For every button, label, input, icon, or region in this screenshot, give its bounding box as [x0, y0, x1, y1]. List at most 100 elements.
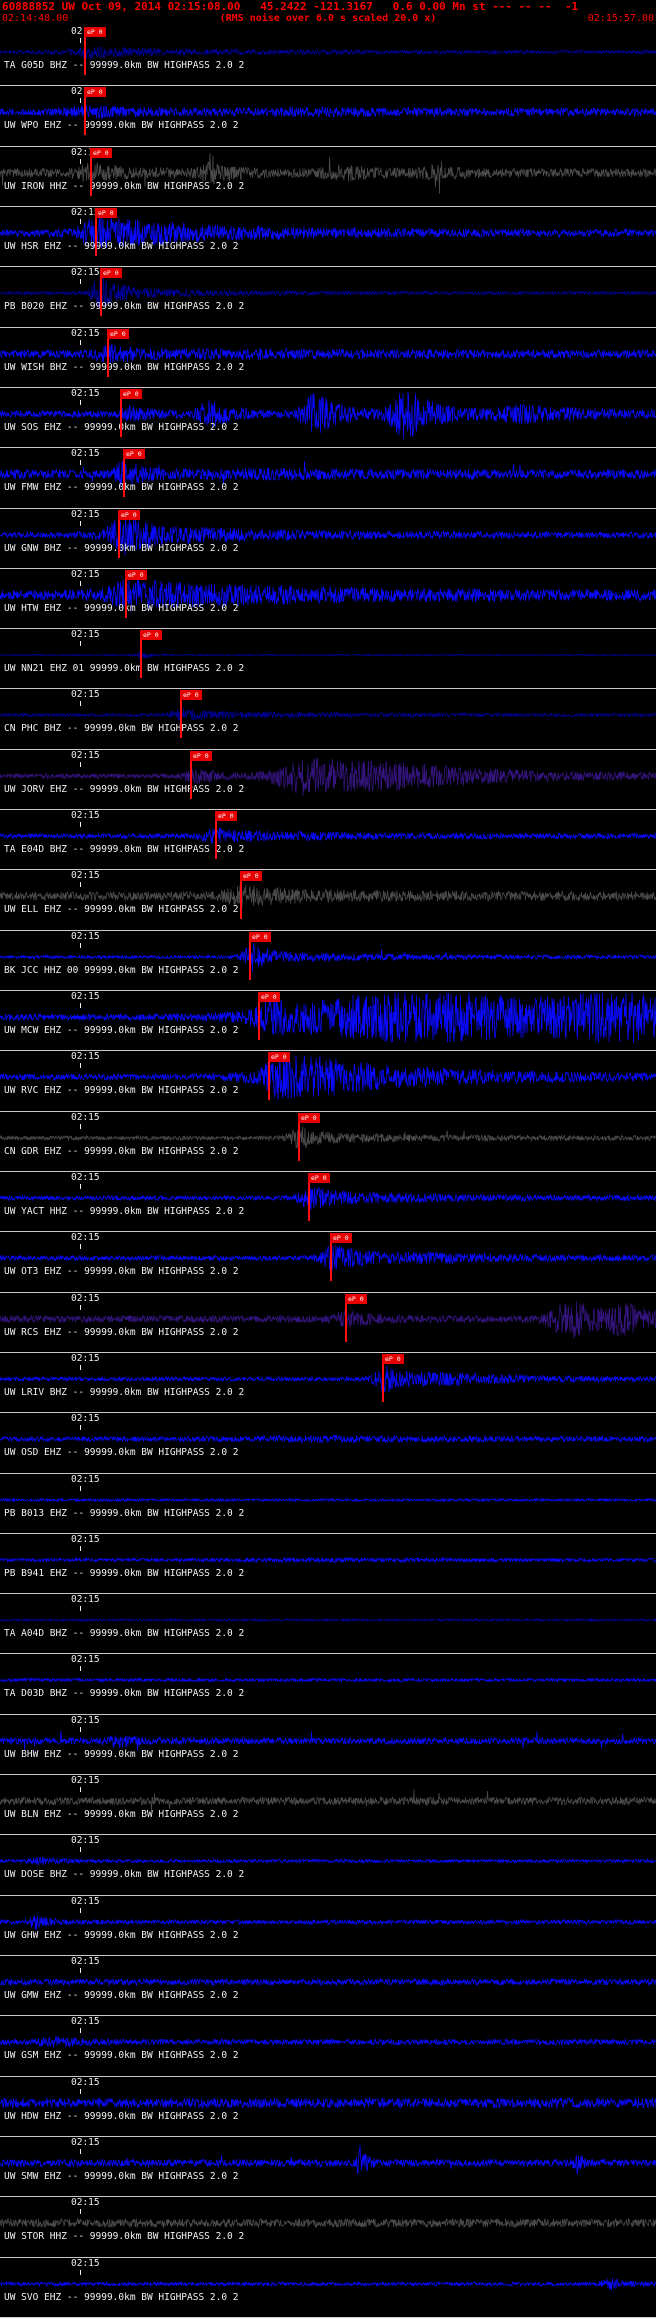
trace-time-label: 02:15 [71, 1956, 100, 1967]
minute-tick [80, 2028, 81, 2034]
waveform[interactable] [0, 328, 656, 388]
waveform[interactable] [0, 2137, 656, 2197]
pick-flag[interactable]: eP 0 [345, 1293, 367, 1342]
pick-flag[interactable]: eP 0 [298, 1112, 320, 1161]
minute-tick [80, 1485, 81, 1491]
pick-flag[interactable]: eP 0 [249, 931, 271, 980]
pick-flag[interactable]: eP 0 [308, 1172, 330, 1221]
pick-flag[interactable]: eP 0 [95, 207, 117, 256]
pick-flag[interactable]: eP 0 [84, 27, 106, 75]
pick-flag[interactable]: eP 0 [382, 1353, 404, 1402]
waveform[interactable] [0, 1835, 656, 1895]
waveform[interactable] [0, 1715, 656, 1775]
station-label: UW HDW EHZ -- 99999.0km BW HIGHPASS 2.0 … [4, 2110, 239, 2122]
pick-flag[interactable]: eP 0 [215, 811, 237, 860]
waveform[interactable] [0, 1474, 656, 1534]
pick-time-line [180, 700, 182, 739]
waveform[interactable] [0, 1594, 656, 1654]
trace-time-label: 02:15 [71, 1352, 100, 1364]
waveform[interactable] [0, 991, 656, 1051]
waveform[interactable] [0, 147, 656, 207]
pick-flag-label: eP 0 [140, 630, 162, 641]
minute-tick [80, 1787, 81, 1793]
pick-flag-label: eP 0 [258, 992, 280, 1002]
pick-flag[interactable]: eP 0 [120, 388, 142, 437]
trace-row: 02:15 UW SMW EHZ -- 99999.0km BW HIGHPAS… [0, 2137, 656, 2198]
waveform[interactable] [0, 629, 656, 689]
waveform[interactable] [0, 86, 656, 146]
pick-flag[interactable]: eP 0 [330, 1233, 352, 1282]
pick-time-line [215, 821, 217, 860]
waveform[interactable] [0, 2197, 656, 2257]
waveform[interactable] [0, 931, 656, 991]
pick-flag[interactable]: eP 0 [190, 750, 212, 799]
waveform[interactable] [0, 689, 656, 749]
waveform[interactable] [0, 388, 656, 448]
waveform[interactable] [0, 810, 656, 870]
waveform[interactable] [0, 1896, 656, 1956]
pick-time-line [120, 398, 122, 437]
trace-time-label: 02:15 [71, 1895, 100, 1907]
station-label: CN PHC BHZ -- 99999.0km BW HIGHPASS 2.0 … [4, 723, 239, 735]
pick-flag[interactable]: eP 0 [84, 87, 106, 136]
waveform[interactable] [0, 2258, 656, 2318]
waveform[interactable] [0, 1051, 656, 1111]
trace-row: 02:15 UW BHW EHZ -- 99999.0km BW HIGHPAS… [0, 1715, 656, 1776]
pick-flag[interactable]: eP 0 [107, 328, 129, 377]
waveform[interactable] [0, 1172, 656, 1232]
trace-row: 02:15 UW GHW EHZ -- 99999.0km BW HIGHPAS… [0, 1896, 656, 1956]
trace-time-label: 02:15 [71, 2257, 100, 2269]
waveform[interactable] [0, 870, 656, 930]
waveform[interactable] [0, 448, 656, 508]
trace-row: 02:15 UW HDW EHZ -- 99999.0km BW HIGHPAS… [0, 2077, 656, 2137]
waveform[interactable] [0, 1956, 656, 2016]
trace-time-label: 02:15 [71, 1111, 100, 1123]
waveform[interactable] [0, 569, 656, 629]
station-label: UW ELL EHZ -- 99999.0km BW HIGHPASS 2.0 … [4, 904, 239, 916]
waveform[interactable] [0, 509, 656, 569]
waveform[interactable] [0, 1232, 656, 1292]
waveform[interactable] [0, 750, 656, 810]
trace-row: 02:15 eP 0 UW LRIV BHZ -- 99999.0km BW H… [0, 1352, 656, 1414]
pick-flag[interactable]: eP 0 [125, 569, 147, 618]
pick-flag-label: eP 0 [118, 509, 140, 520]
pick-time-line [118, 519, 120, 558]
station-label: UW RCS EHZ -- 99999.0km BW HIGHPASS 2.0 … [4, 1326, 239, 1338]
station-label: UW JORV EHZ -- 99999.0km BW HIGHPASS 2.0… [4, 783, 245, 795]
pick-flag[interactable]: eP 0 [100, 268, 122, 317]
pick-flag[interactable]: eP 0 [240, 871, 262, 920]
trace-time-label: 02:15 [71, 146, 100, 158]
minute-tick [80, 2209, 81, 2215]
pick-flag-label: eP 0 [215, 811, 237, 822]
waveform[interactable] [0, 26, 656, 86]
trace-time-label: 02:15 [71, 1473, 100, 1485]
waveform[interactable] [0, 1775, 656, 1835]
pick-flag[interactable]: eP 0 [140, 630, 162, 679]
station-label: UW HSR EHZ -- 99999.0km BW HIGHPASS 2.0 … [4, 240, 239, 252]
trace-time-label: 02:15 [71, 1533, 100, 1545]
waveform[interactable] [0, 207, 656, 267]
waveform[interactable] [0, 2016, 656, 2076]
waveform[interactable] [0, 1293, 656, 1353]
pick-flag[interactable]: eP 0 [90, 147, 112, 196]
minute-tick [80, 882, 81, 888]
trace-row: 02:15 eP 0 UW IRON HHZ -- 99999.0km BW H… [0, 147, 656, 207]
pick-flag[interactable]: eP 0 [118, 509, 140, 558]
minute-tick [80, 399, 81, 405]
waveform[interactable] [0, 267, 656, 327]
pick-flag[interactable]: eP 0 [268, 1052, 290, 1101]
trace-time-label: 02:15 [71, 810, 100, 822]
pick-time-line [84, 37, 86, 75]
waveform[interactable] [0, 2077, 656, 2137]
trace-time-label: 02:15 [71, 1051, 100, 1063]
pick-flag[interactable]: eP 0 [123, 449, 145, 498]
waveform[interactable] [0, 1353, 656, 1413]
trace-row: 02:15 UW GMW EHZ -- 99999.0km BW HIGHPAS… [0, 1956, 656, 2017]
waveform[interactable] [0, 1112, 656, 1172]
pick-flag[interactable]: eP 0 [258, 992, 280, 1040]
waveform[interactable] [0, 1534, 656, 1594]
waveform[interactable] [0, 1654, 656, 1714]
station-label: TA E04D BHZ -- 99999.0km BW HIGHPASS 2.0… [4, 844, 245, 856]
waveform[interactable] [0, 1413, 656, 1473]
pick-flag[interactable]: eP 0 [180, 690, 202, 739]
